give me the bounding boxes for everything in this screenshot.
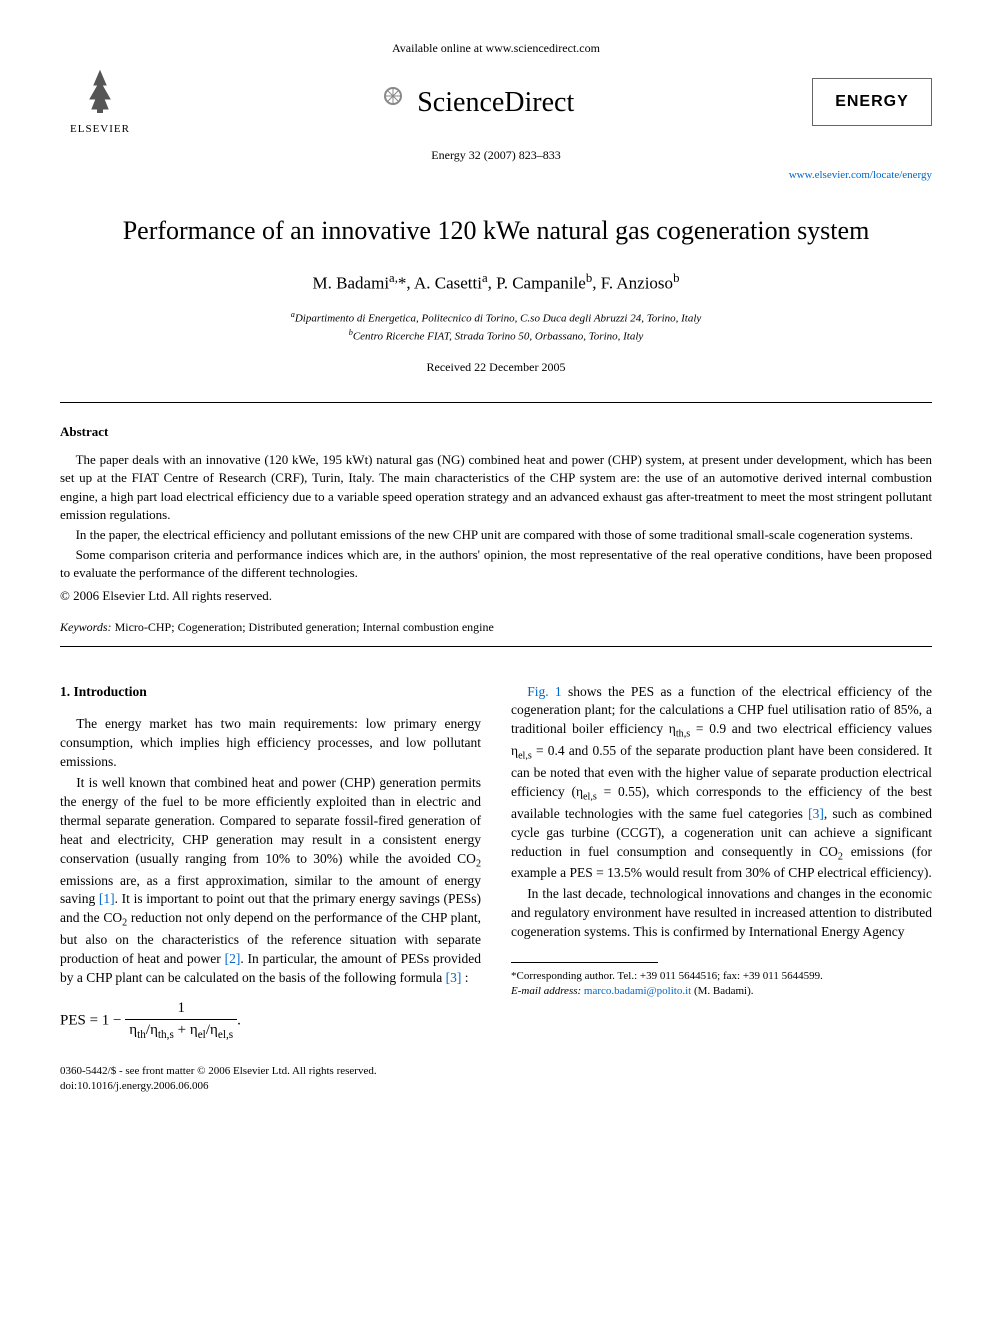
- paper-title: Performance of an innovative 120 kWe nat…: [60, 213, 932, 249]
- email-line: E-mail address: marco.badami@polito.it (…: [511, 984, 932, 999]
- journal-citation: Energy 32 (2007) 823–833: [60, 147, 932, 164]
- affiliation-a: aDipartimento di Energetica, Politecnico…: [60, 309, 932, 327]
- page-footer: 0360-5442/$ - see front matter © 2006 El…: [60, 1064, 932, 1095]
- abstract-p2: In the paper, the electrical efficiency …: [60, 526, 932, 544]
- elsevier-label: ELSEVIER: [60, 122, 140, 137]
- keywords-text: Micro-CHP; Cogeneration; Distributed gen…: [112, 620, 494, 634]
- footer-left: 0360-5442/$ - see front matter © 2006 El…: [60, 1064, 377, 1095]
- ref-link-1[interactable]: [1]: [99, 891, 115, 906]
- energy-journal-logo: ENERGY: [812, 78, 932, 126]
- intro-p2: It is well known that combined heat and …: [60, 774, 481, 988]
- section-1-heading: 1. Introduction: [60, 683, 481, 702]
- sciencedirect-icon: [378, 81, 408, 122]
- fig-1-link[interactable]: Fig. 1: [527, 684, 561, 699]
- sciencedirect-text: ScienceDirect: [417, 87, 574, 118]
- abstract-copyright: © 2006 Elsevier Ltd. All rights reserved…: [60, 587, 932, 605]
- abstract-heading: Abstract: [60, 423, 932, 441]
- affiliations: aDipartimento di Energetica, Politecnico…: [60, 309, 932, 345]
- elsevier-tree-icon: [60, 67, 140, 122]
- email-link[interactable]: marco.badami@polito.it: [581, 985, 691, 997]
- elsevier-logo: ELSEVIER: [60, 67, 140, 137]
- energy-journal-text: ENERGY: [817, 91, 927, 113]
- footnote-divider: [511, 962, 658, 963]
- corresponding-footnote: *Corresponding author. Tel.: +39 011 564…: [511, 969, 932, 1000]
- journal-url-link[interactable]: www.elsevier.com/locate/energy: [60, 168, 932, 183]
- sciencedirect-logo: ScienceDirect: [140, 81, 812, 122]
- intro-p4: In the last decade, technological innova…: [511, 885, 932, 942]
- footer-doi: doi:10.1016/j.energy.2006.06.006: [60, 1079, 377, 1094]
- received-date: Received 22 December 2005: [60, 359, 932, 376]
- intro-p1: The energy market has two main requireme…: [60, 715, 481, 772]
- ref-link-3[interactable]: [3]: [446, 970, 462, 985]
- ref-link-2[interactable]: [2]: [225, 951, 241, 966]
- keywords: Keywords: Micro-CHP; Cogeneration; Distr…: [60, 619, 932, 636]
- logos-row: ELSEVIER ScienceDirect ENERGY: [60, 67, 932, 137]
- abstract-p1: The paper deals with an innovative (120 …: [60, 451, 932, 524]
- ref-link-3b[interactable]: [3]: [808, 806, 824, 821]
- affiliation-b: bCentro Ricerche FIAT, Strada Torino 50,…: [60, 327, 932, 345]
- intro-p3: Fig. 1 shows the PES as a function of th…: [511, 683, 932, 884]
- body-columns: 1. Introduction The energy market has tw…: [60, 683, 932, 1044]
- divider-bottom: [60, 646, 932, 647]
- footer-copyright: 0360-5442/$ - see front matter © 2006 El…: [60, 1064, 377, 1079]
- available-online-text: Available online at www.sciencedirect.co…: [60, 40, 932, 57]
- pes-equation: PES = 1 − 1ηth/ηth,s + ηel/ηel,s.: [60, 998, 481, 1044]
- corresponding-line: *Corresponding author. Tel.: +39 011 564…: [511, 969, 932, 984]
- keywords-label: Keywords:: [60, 620, 112, 634]
- divider-top: [60, 402, 932, 403]
- abstract-p3: Some comparison criteria and performance…: [60, 546, 932, 582]
- authors-list: M. Badamia,*, A. Casettia, P. Campanileb…: [60, 270, 932, 295]
